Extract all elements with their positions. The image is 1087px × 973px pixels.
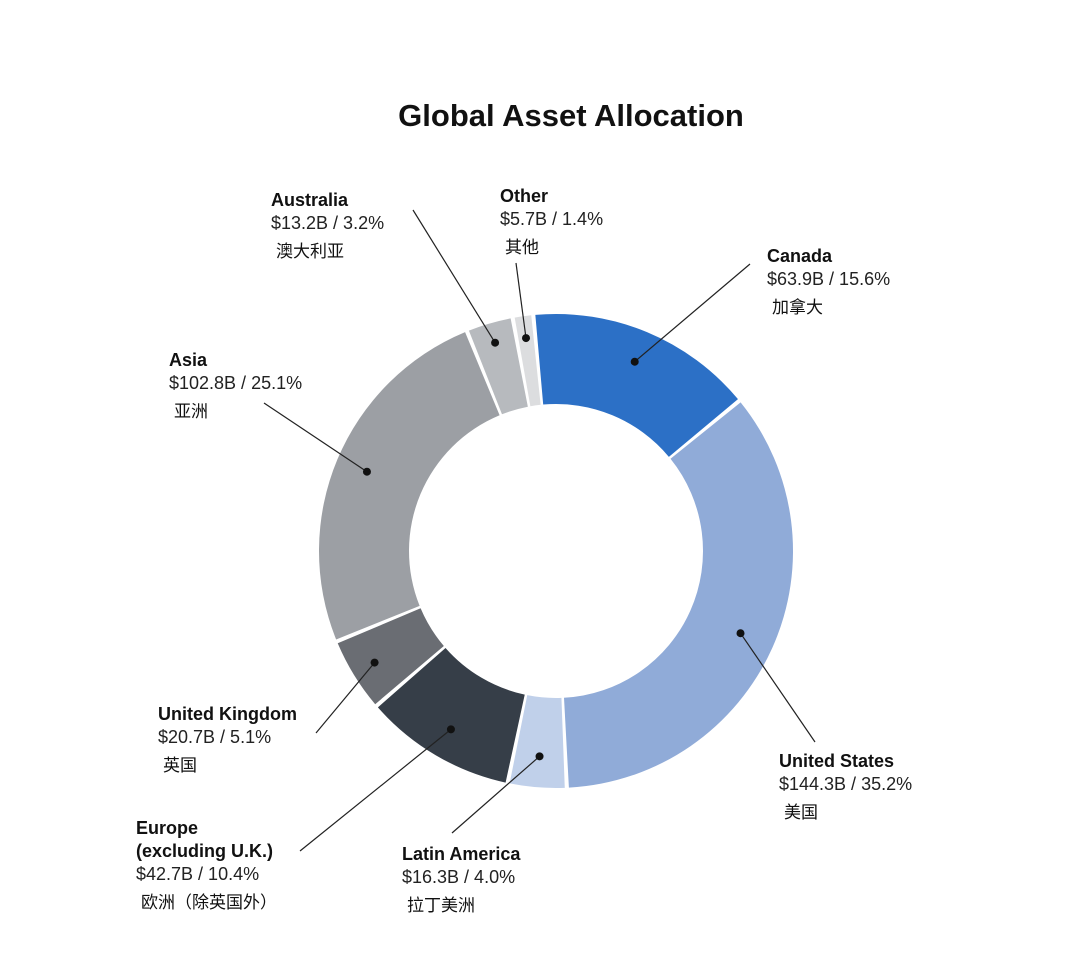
leader-dot-canada	[630, 357, 639, 366]
label-name-australia: Australia	[271, 190, 349, 210]
label-cn-europe: 欧洲（除英国外）	[141, 893, 277, 913]
leader-dot-us	[736, 629, 745, 638]
label-value-asia: $102.8B / 25.1%	[169, 373, 302, 393]
chart-title: Global Asset Allocation	[398, 98, 744, 133]
label-value-canada: $63.9B / 15.6%	[767, 269, 890, 289]
label-value-europe: $42.7B / 10.4%	[136, 864, 259, 884]
label-name-europe-1: (excluding U.K.)	[136, 841, 273, 861]
leader-line-canada	[634, 263, 751, 363]
label-value-other: $5.7B / 1.4%	[500, 209, 603, 229]
leader-lines-group	[263, 209, 816, 852]
slice-uk	[337, 608, 444, 705]
leader-dot-australia	[491, 338, 500, 347]
label-cn-australia: 澳大利亚	[276, 242, 344, 262]
label-cn-asia: 亚洲	[174, 402, 208, 422]
label-name-us: United States	[779, 751, 894, 771]
leader-line-uk	[315, 662, 376, 734]
leader-dot-europe	[446, 725, 455, 734]
leader-line-australia	[412, 209, 496, 344]
slice-asia	[319, 332, 500, 640]
leader-dot-asia	[362, 467, 371, 476]
leader-line-europe	[299, 728, 452, 852]
leader-line-asia	[263, 402, 368, 473]
label-cn-other: 其他	[505, 238, 539, 258]
label-name-canada: Canada	[767, 246, 833, 266]
label-value-latam: $16.3B / 4.0%	[402, 867, 515, 887]
leader-dot-latam	[535, 752, 544, 761]
label-name-other: Other	[500, 186, 548, 206]
label-value-uk: $20.7B / 5.1%	[158, 727, 271, 747]
label-value-australia: $13.2B / 3.2%	[271, 213, 384, 233]
slice-canada	[535, 314, 738, 457]
slice-us	[564, 402, 793, 788]
slice-other	[514, 315, 541, 407]
labels-group: Canada $63.9B / 15.6% 加拿大 United States $144…	[136, 186, 912, 916]
slice-australia	[468, 318, 528, 415]
slices-group	[319, 314, 793, 788]
label-cn-canada: 加拿大	[772, 297, 823, 318]
label-cn-latam: 拉丁美洲	[407, 896, 475, 916]
label-name-asia: Asia	[169, 350, 208, 370]
label-name-europe-0: Europe	[136, 818, 198, 838]
slice-latam	[509, 695, 565, 788]
leader-line-us	[740, 632, 816, 743]
label-name-uk: United Kingdom	[158, 704, 297, 724]
leader-line-other	[515, 262, 527, 339]
leader-dot-uk	[370, 658, 379, 667]
slice-europe	[377, 647, 525, 783]
leader-dot-other	[522, 334, 531, 343]
label-cn-us: 美国	[784, 803, 818, 823]
leader-line-latam	[451, 755, 540, 834]
label-value-us: $144.3B / 35.2%	[779, 774, 912, 794]
label-name-latam: Latin America	[402, 844, 521, 864]
label-cn-uk: 英国	[163, 756, 197, 776]
